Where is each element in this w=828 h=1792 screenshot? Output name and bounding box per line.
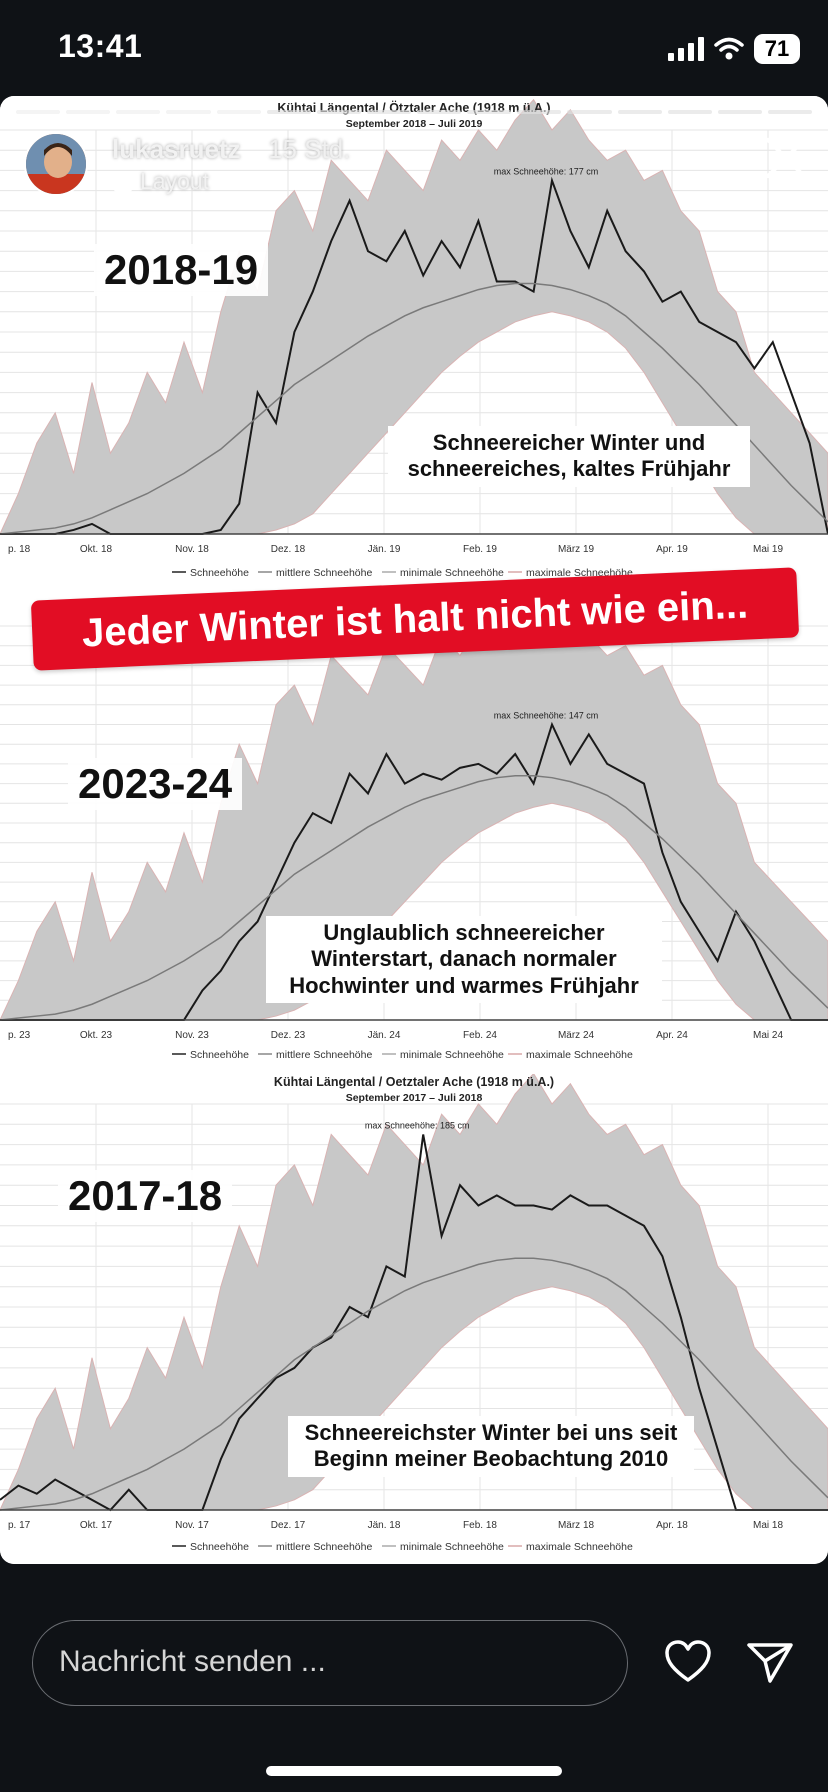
line-mittlere-schneehoehe [0,774,828,1021]
chevron-right-icon [216,174,226,189]
x-tick-label: Nov. 18 [175,544,209,555]
legend-label: maximale Schneehöhe [526,1049,633,1061]
status-bar: 13:41 71 [0,0,828,96]
x-tick-label: Nov. 23 [175,1030,209,1041]
x-tick-label: Jän. 19 [368,544,401,555]
progress-segment [166,110,211,114]
status-icons: 71 [668,34,800,64]
x-tick-label: Mai 24 [753,1030,783,1041]
x-tick-label: p. 23 [8,1030,31,1041]
progress-segment [316,110,361,114]
legend-label: Schneehöhe [190,1049,249,1061]
x-tick-label: März 24 [558,1030,595,1041]
progress-segment [467,110,512,114]
x-tick-label: März 19 [558,544,595,555]
x-tick-label: Dez. 23 [271,1030,306,1041]
progress-segment [717,110,762,114]
progress-segment [517,110,562,114]
max-annotation: max Schneehöhe: 147 cm [494,711,599,721]
x-tick-label: Feb. 18 [463,1520,497,1531]
year-label-2018-19: 2018-19 [94,244,269,296]
progress-segment [266,110,311,114]
story-progress-bar [16,110,812,114]
line-mittlere-schneehoehe [0,282,828,535]
legend-label: Schneehöhe [190,567,249,579]
more-options-icon[interactable] [684,150,718,160]
layout-label: Layout [140,168,210,194]
story-age: 15 Std. [268,134,351,164]
legend-label: mittlere Schneehöhe [276,1049,372,1061]
progress-segment [667,110,712,114]
message-placeholder: Nachricht senden ... [59,1645,326,1678]
signal-icon [668,37,704,61]
x-tick-label: Okt. 23 [80,1030,113,1041]
progress-segment [66,110,111,114]
chart-subtitle: September 2017 – Juli 2018 [346,1092,483,1104]
progress-segment [417,110,462,114]
progress-segment [116,110,161,114]
progress-segment [567,110,612,114]
avatar-image [26,134,86,194]
x-tick-label: Apr. 19 [656,544,688,555]
legend-label: minimale Schneehöhe [400,567,504,579]
area-min-max-band [0,98,828,535]
x-tick-label: Apr. 18 [656,1520,688,1531]
x-tick-label: Apr. 24 [656,1030,688,1041]
line-mittlere-schneehoehe [0,1257,828,1511]
x-tick-label: Okt. 18 [80,544,113,555]
x-tick-label: Dez. 17 [271,1520,306,1531]
x-tick-label: Feb. 19 [463,544,497,555]
status-time: 13:41 [58,28,143,64]
heart-icon[interactable] [664,1640,712,1684]
x-tick-label: Mai 19 [753,544,783,555]
x-tick-label: Feb. 24 [463,1030,497,1041]
battery-indicator: 71 [754,34,800,64]
legend-label: mittlere Schneehöhe [276,567,372,579]
x-tick-label: p. 17 [8,1520,31,1531]
line-schneehoehe [0,1134,828,1512]
x-tick-label: p. 18 [8,544,31,555]
progress-segment [767,110,812,114]
x-tick-label: Dez. 18 [271,544,306,555]
story-viewer[interactable]: lukasruetz 15 Std. Layout p. 18 Okt. 18 No… [0,96,828,1564]
year-label-2023-24: 2023-24 [68,758,243,810]
note-2018-19: Schneereicher Winter und schneereiches, … [388,426,750,487]
legend-label: maximale Schneehöhe [526,1541,633,1553]
chart-title: Kühtai Längental / Oetztaler Ache (1918 … [274,1075,554,1089]
send-icon[interactable] [746,1640,794,1684]
legend-label: Schneehöhe [190,1541,249,1553]
legend-label: mittlere Schneehöhe [276,1541,372,1553]
legend-label: minimale Schneehöhe [400,1541,504,1553]
x-tick-label: März 18 [558,1520,595,1531]
x-tick-label: Jän. 18 [368,1520,401,1531]
area-min-max-band [0,595,828,1021]
wifi-icon [714,37,744,60]
chart-2017-18: p. 17 Okt. 17 Nov. 17 Dez. 17 Jän. 18 Feb. 18… [0,1074,828,1564]
progress-segment [366,110,411,114]
avatar[interactable] [24,132,88,196]
story-username[interactable]: lukasruetz [112,134,241,164]
max-annotation: max Schneehöhe: 185 cm [365,1120,470,1130]
close-icon[interactable] [764,136,808,180]
x-tick-label: Jän. 24 [368,1030,401,1041]
chart-subtitle: September 2018 – Juli 2019 [346,118,483,130]
home-indicator[interactable] [266,1766,562,1776]
note-2017-18: Schneereichster Winter bei uns seit Begi… [288,1416,694,1477]
chart-2018-19: p. 18 Okt. 18 Nov. 18 Dez. 18 Jän. 19 Feb. 19… [0,96,828,586]
area-min-max-band [0,1074,828,1511]
progress-segment [16,110,61,114]
layout-icon [112,171,134,192]
x-tick-label: Nov. 17 [175,1520,209,1531]
year-label-2017-18: 2017-18 [58,1170,233,1222]
legend-label: minimale Schneehöhe [400,1049,504,1061]
message-input[interactable]: Nachricht senden ... [32,1620,628,1706]
progress-segment [216,110,261,114]
x-tick-label: Mai 18 [753,1520,783,1531]
x-tick-label: Okt. 17 [80,1520,113,1531]
layout-link[interactable]: Layout [112,168,227,195]
progress-segment [617,110,662,114]
story-header: lukasruetz 15 Std. Layout [24,132,806,196]
note-2023-24: Unglaublich schneereicher Winterstart, d… [266,916,662,1004]
max-annotation: max Schneehöhe: 177 cm [494,167,599,177]
